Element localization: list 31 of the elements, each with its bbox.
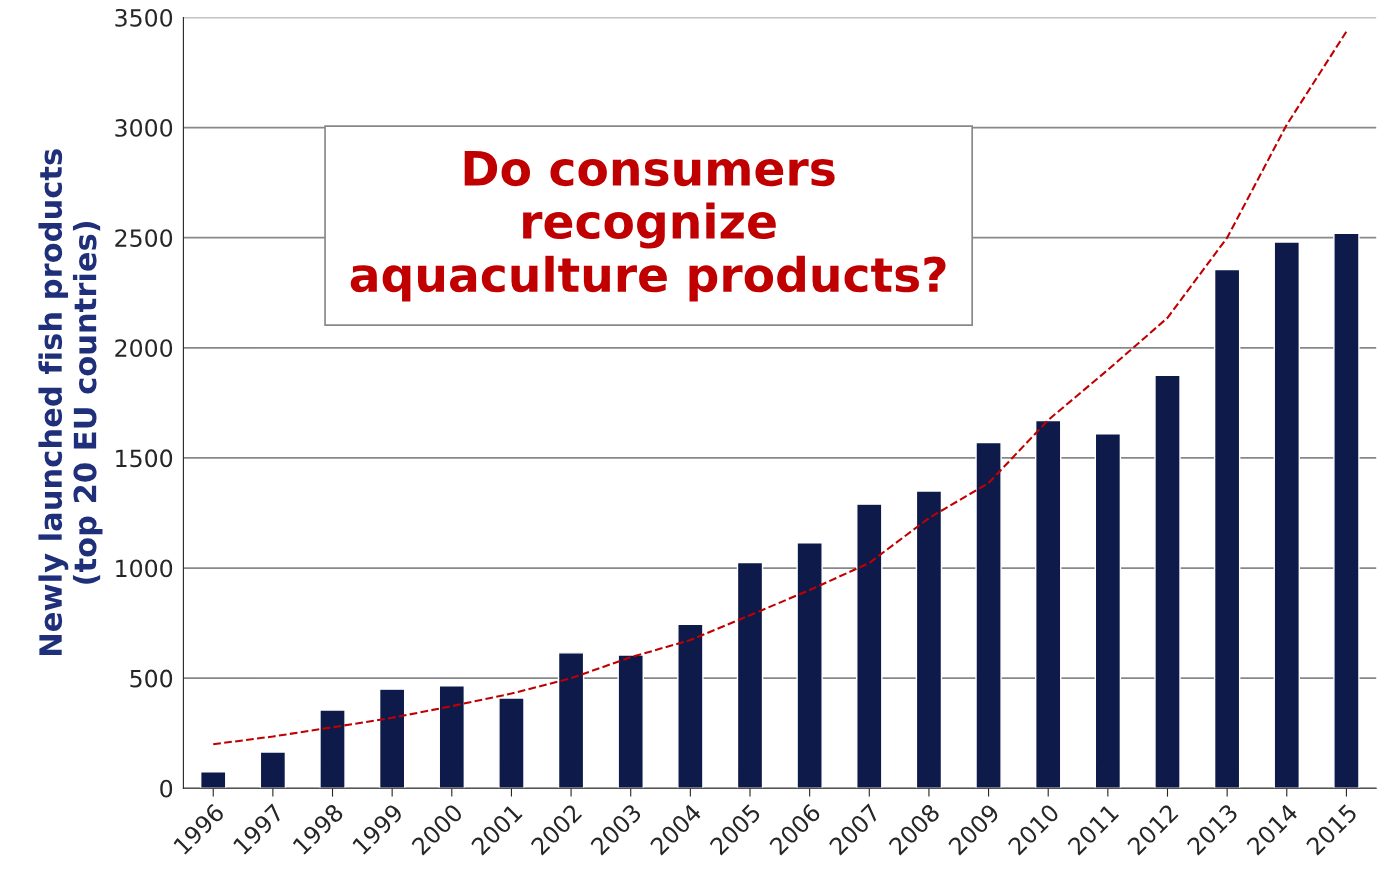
annotation: Do consumers recognize aquaculture products? bbox=[350, 151, 946, 302]
bar bbox=[796, 542, 823, 789]
y-axis-title: Newly launched fish products (top 20 EU countries) bbox=[38, 149, 103, 656]
bar bbox=[856, 503, 883, 789]
y-tick-label: 2000 bbox=[115, 339, 173, 358]
bar bbox=[617, 654, 644, 789]
y-tick-label: 3500 bbox=[115, 8, 173, 27]
bar bbox=[319, 709, 346, 789]
y-tick-label: 0 bbox=[160, 779, 173, 798]
bar bbox=[200, 771, 227, 789]
bar bbox=[1154, 374, 1181, 789]
y-tick-label: 500 bbox=[130, 669, 173, 688]
bar bbox=[736, 561, 764, 789]
bar bbox=[259, 751, 287, 789]
bar bbox=[677, 623, 704, 789]
y-tick-label: 3000 bbox=[115, 119, 173, 137]
bar bbox=[498, 697, 525, 789]
y-tick-label: 1000 bbox=[116, 559, 173, 578]
bar bbox=[1273, 241, 1300, 789]
y-tick-label: 1500 bbox=[116, 449, 173, 468]
y-tick-label: 2500 bbox=[115, 229, 173, 247]
bar bbox=[1094, 433, 1122, 789]
bar bbox=[438, 685, 466, 789]
line-series bbox=[212, 30, 1348, 746]
bar bbox=[1213, 268, 1241, 789]
bar bbox=[915, 490, 943, 789]
bar bbox=[557, 652, 585, 789]
bar bbox=[1034, 419, 1062, 789]
bar bbox=[378, 688, 406, 789]
bar bbox=[975, 441, 1002, 789]
bar bbox=[1333, 232, 1360, 789]
